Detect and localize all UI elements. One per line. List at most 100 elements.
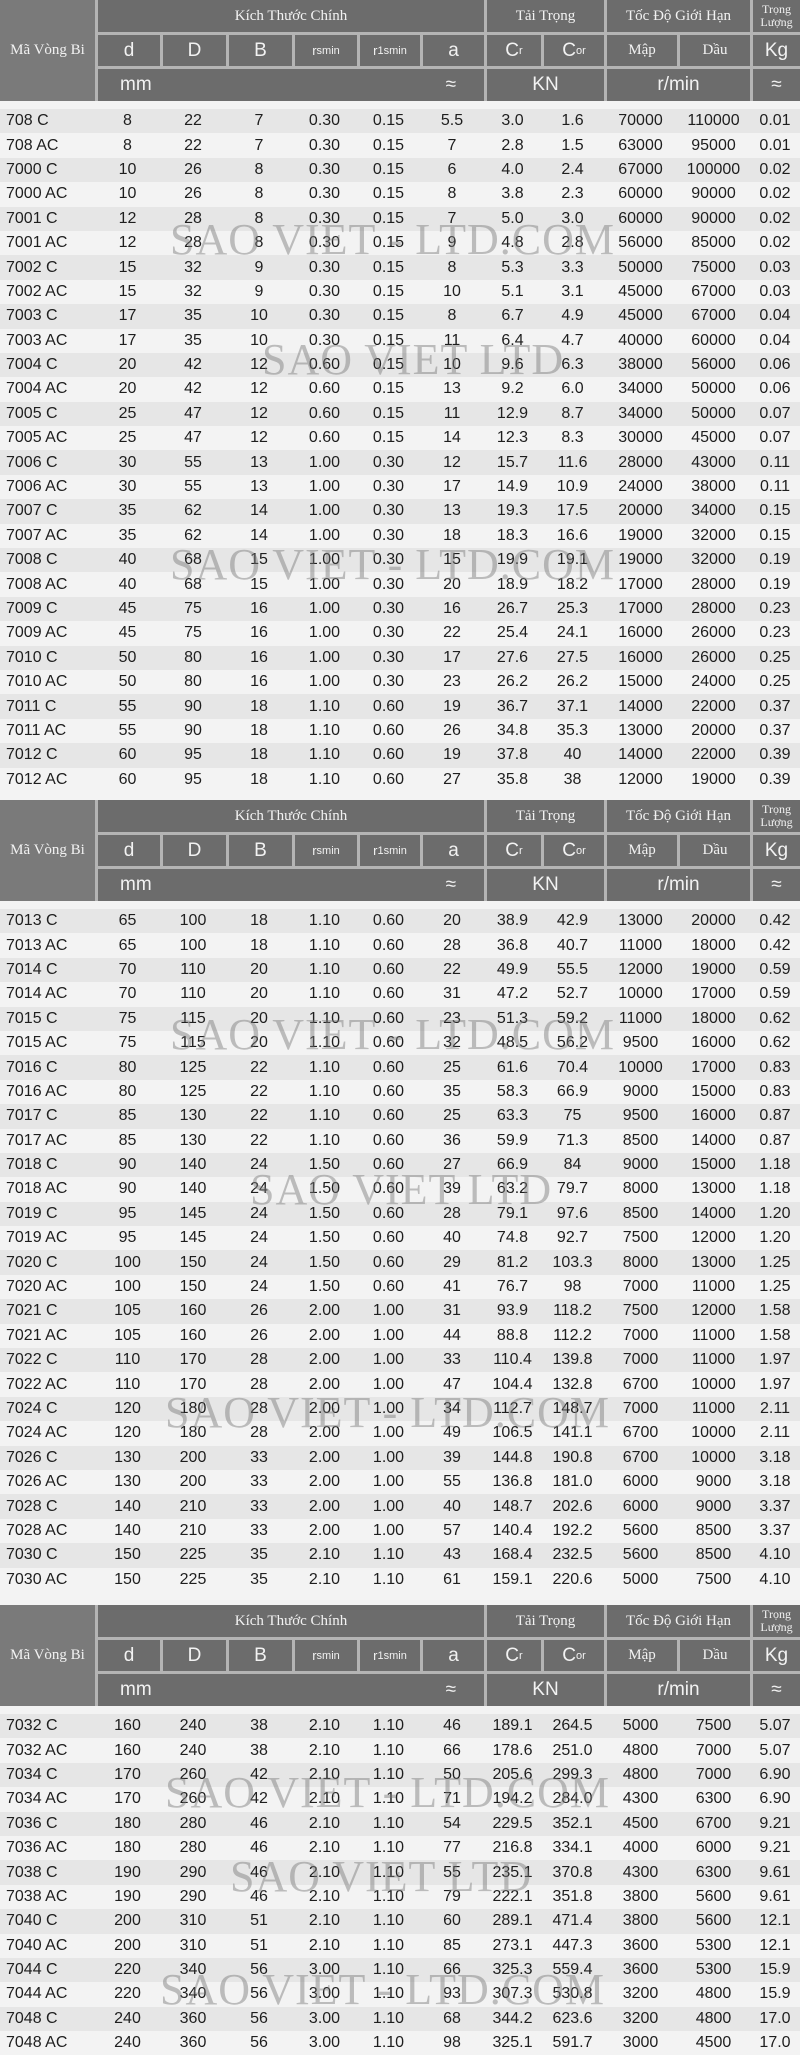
value-cell: 10000 (618, 985, 663, 1003)
value-cell: 90 (184, 697, 202, 715)
value-cell: 6.90 (759, 1765, 791, 1783)
r1smin-sub: 1smin (377, 44, 407, 57)
value-cell: 290 (179, 1887, 207, 1905)
value-cell: 70000 (618, 112, 663, 130)
value-cell: 6.4 (501, 331, 524, 349)
value-cell: 66 (443, 1961, 461, 1979)
table-row: 7013 AC 65 100 18 1.10 0.60 28 36.8 40.7 11000 180… (0, 933, 800, 957)
value-cell: 48.5 (496, 1034, 529, 1052)
value-cell: 28000 (618, 453, 663, 471)
header-units-kn: KN (487, 869, 604, 901)
value-cell: 1.58 (759, 1302, 791, 1320)
value-cell: 9000 (622, 1082, 659, 1100)
value-cell: 8 (254, 209, 264, 227)
value-cell: 1.10 (372, 1741, 405, 1759)
value-cell: 20 (250, 985, 268, 1003)
value-cell: 26000 (691, 648, 736, 666)
value-cell: 194.2 (492, 1790, 533, 1808)
value-cell: 12000 (691, 1302, 736, 1320)
value-cell: 20 (118, 380, 137, 398)
value-cell: 25 (443, 1107, 461, 1125)
value-cell: 13000 (691, 1180, 736, 1198)
value-cell: 190 (114, 1887, 141, 1905)
value-cell: 2.10 (308, 1887, 341, 1905)
table-body: 7032 C 160 240 38 2.10 1.10 46 189.1 264.5 5000 75… (0, 1714, 800, 2055)
value-cell: 90 (184, 721, 202, 739)
model-cell: 7004 AC (6, 380, 68, 398)
value-cell: 80 (118, 1058, 137, 1076)
value-cell: 68 (184, 551, 202, 569)
value-cell: 12.3 (496, 429, 529, 447)
value-cell: 55 (443, 1473, 461, 1491)
value-cell: 27 (443, 1156, 461, 1174)
table-row: 7016 AC 80 125 22 1.10 0.60 35 58.3 66.9 9000 1500… (0, 1080, 800, 1104)
value-cell: 7 (447, 209, 457, 227)
value-cell: 16 (250, 600, 268, 617)
value-cell: 18000 (691, 936, 736, 954)
value-cell: 60 (118, 770, 137, 788)
value-cell: 0.30 (308, 282, 341, 300)
value-cell: 65 (118, 912, 137, 930)
value-cell: 56000 (618, 234, 663, 252)
value-cell: 46 (250, 1839, 268, 1857)
value-cell: 3.00 (308, 2009, 341, 2027)
table-row: 7022 C 110 170 28 2.00 1.00 33 110.4 139.8 7000 11… (0, 1348, 800, 1373)
value-cell: 189.1 (492, 1717, 533, 1735)
value-cell: 150 (179, 1278, 207, 1296)
model-cell: 7004 C (6, 356, 58, 374)
table-row: 7030 AC 150 225 35 2.10 1.10 61 159.1 220.6 5000 7… (0, 1568, 800, 1592)
value-cell: 16000 (691, 1034, 736, 1052)
header-weight: Trọng Lượng (753, 800, 800, 832)
value-cell: 58.3 (496, 1082, 529, 1100)
value-cell: 0.60 (372, 746, 405, 764)
value-cell: 100 (179, 936, 207, 954)
value-cell: 310 (179, 1936, 207, 1954)
value-cell: 17.5 (556, 502, 589, 520)
value-cell: 50 (118, 648, 137, 666)
table-row: 7005 AC 25 47 12 0.60 0.15 14 12.3 8.3 30000 45000… (0, 426, 800, 450)
value-cell: 10 (443, 356, 461, 374)
value-cell: 1.10 (308, 1082, 341, 1100)
value-cell: 5300 (695, 1936, 732, 1954)
table-header: Mã Vòng Bi Kích Thước Chính Tải Trọng Tố… (0, 1605, 800, 1706)
value-cell: 181.0 (552, 1473, 593, 1491)
value-cell: 1.00 (372, 1521, 405, 1539)
value-cell: 13000 (691, 1253, 736, 1271)
value-cell: 5600 (695, 1912, 732, 1930)
value-cell: 9.21 (759, 1839, 791, 1857)
value-cell: 47.2 (496, 985, 529, 1003)
value-cell: 370.8 (552, 1863, 593, 1881)
value-cell: 0.11 (760, 478, 790, 496)
value-cell: 24 (250, 1229, 268, 1247)
header-a: a (423, 35, 484, 66)
value-cell: 9.61 (759, 1887, 791, 1905)
value-cell: 168.4 (492, 1546, 533, 1564)
value-cell: 7000 (622, 1400, 659, 1417)
value-cell: 36 (443, 1131, 461, 1149)
value-cell: 13 (250, 453, 268, 471)
value-cell: 1.10 (372, 1814, 405, 1832)
value-cell: 4800 (622, 1741, 659, 1759)
value-cell: 66.9 (496, 1156, 529, 1174)
header-model: Mã Vòng Bi (0, 1605, 95, 1706)
header-oil: Dầu (680, 1640, 750, 1671)
value-cell: 0.30 (372, 453, 405, 471)
value-cell: 1.00 (308, 624, 341, 642)
value-cell: 62 (184, 502, 202, 520)
value-cell: 5.07 (759, 1717, 791, 1735)
value-cell: 1.10 (372, 1961, 405, 1979)
value-cell: 4300 (622, 1863, 659, 1881)
value-cell: 180 (114, 1839, 141, 1857)
value-cell: 35 (250, 1546, 268, 1564)
value-cell: 67000 (691, 282, 736, 300)
value-cell: 25 (443, 1058, 461, 1076)
value-cell: 55 (118, 721, 137, 739)
value-cell: 2.00 (308, 1448, 341, 1466)
table-row: 7038 AC 190 290 46 2.10 1.10 79 222.1 351.8 3800 5… (0, 1885, 800, 1909)
model-cell: 7036 C (6, 1814, 58, 1832)
value-cell: 4.8 (501, 234, 524, 252)
value-cell: 220 (114, 1961, 141, 1979)
value-cell: 530.8 (552, 1985, 593, 2003)
